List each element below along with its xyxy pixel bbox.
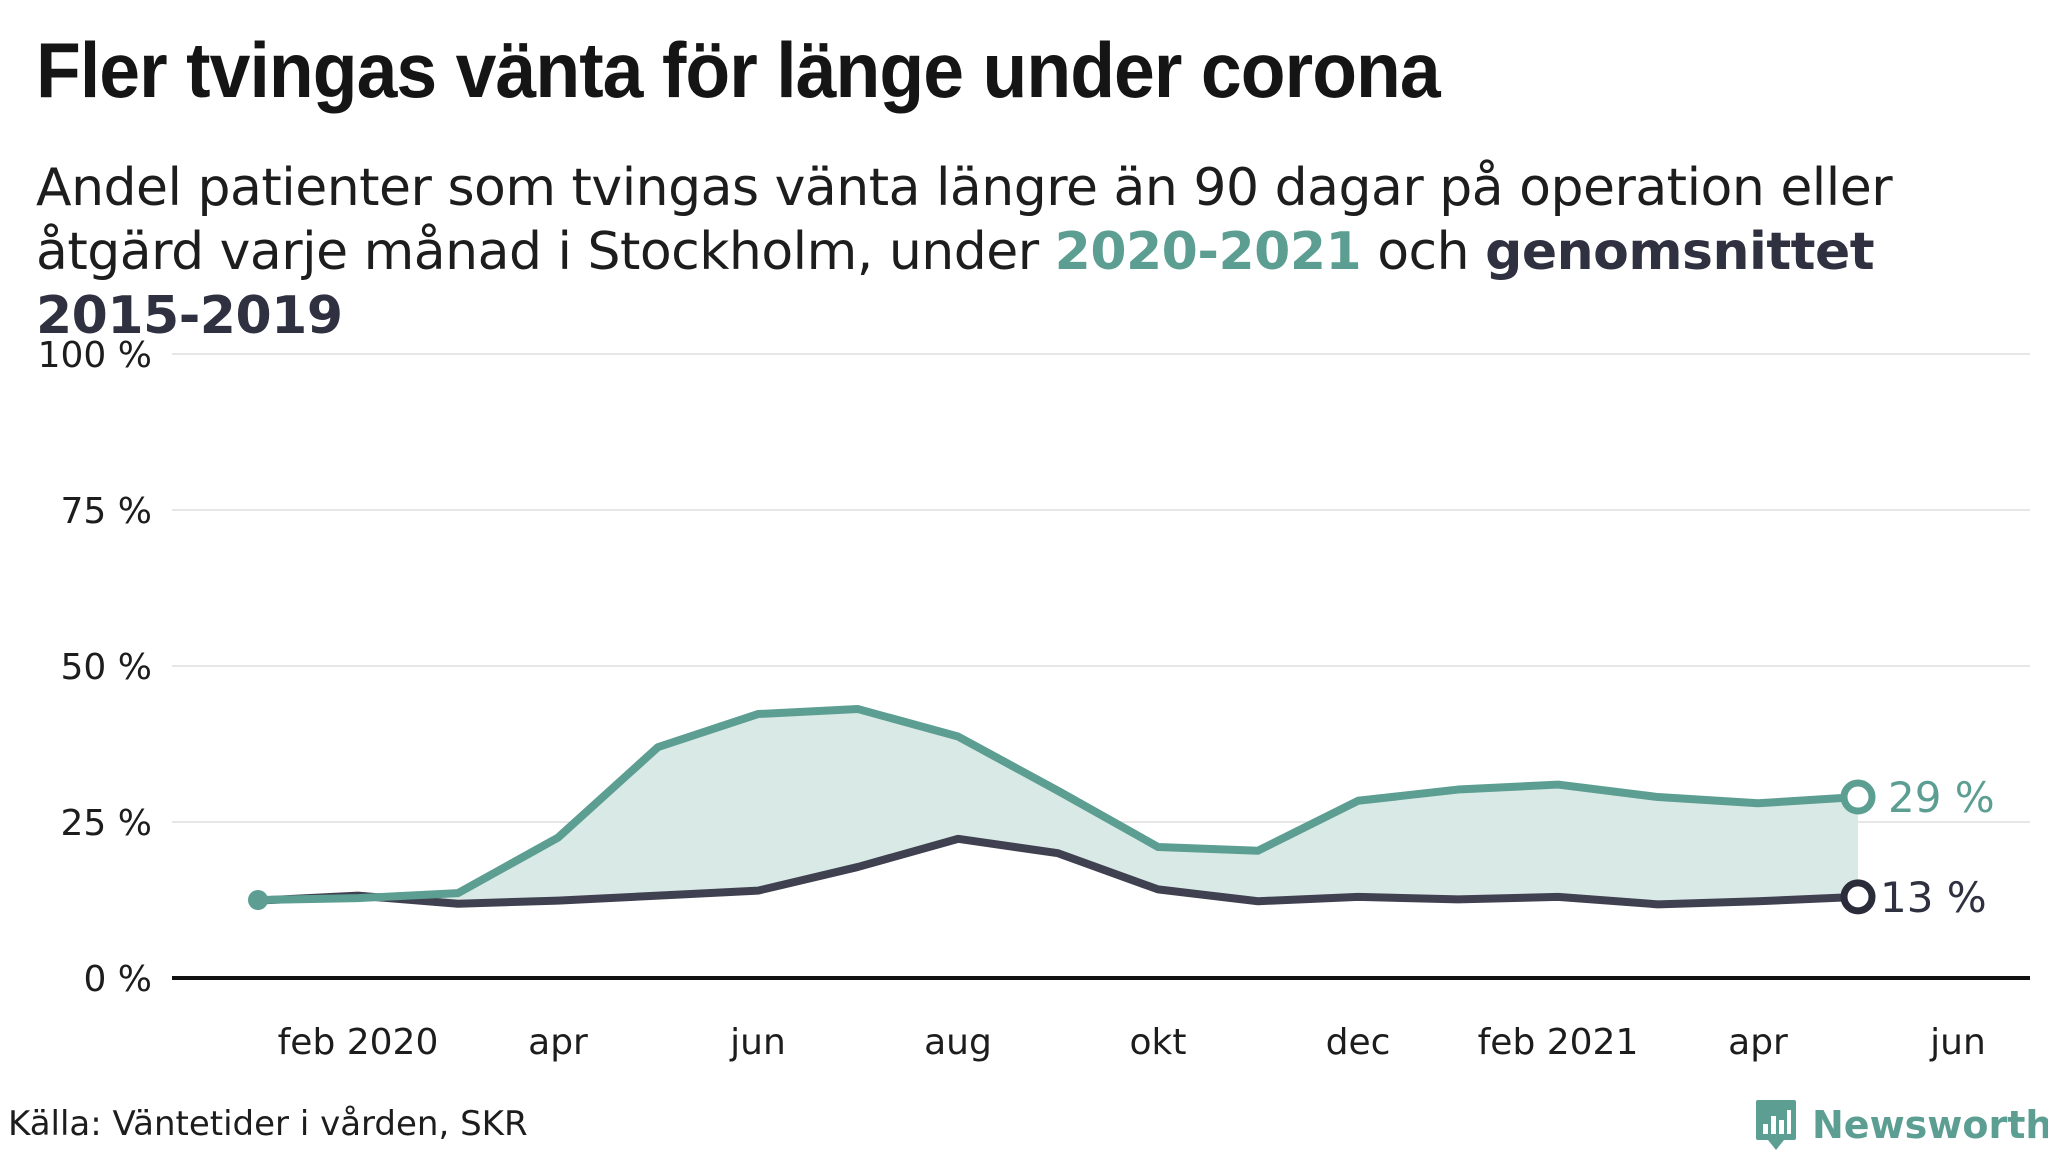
- end-marker-average: [1840, 879, 1876, 915]
- y-tick-label: 75 %: [61, 491, 152, 532]
- x-axis-labels: feb 2020 apr jun aug okt dec feb 2021 apr jun: [278, 1022, 1986, 1063]
- x-tick-label: feb 2020: [278, 1022, 439, 1063]
- shaded-area-between-series: [258, 709, 1858, 905]
- subtitle-highlight-average: genomsnittet 2015-2019: [36, 222, 1875, 346]
- end-label-2020-2021: 29 %: [1888, 773, 1995, 822]
- end-markers: 29 % 13 %: [248, 773, 1995, 922]
- source-note: Källa: Väntetider i vården, SKR: [8, 1104, 528, 1144]
- shaded-area: [258, 709, 1858, 905]
- y-tick-label: 100 %: [38, 335, 152, 376]
- brand-logo: Newsworthy: [1754, 1098, 2048, 1152]
- y-tick-label: 50 %: [61, 647, 152, 688]
- x-tick-label: jun: [729, 1022, 786, 1063]
- end-marker-2020-2021: [1840, 779, 1876, 815]
- subtitle-text-2: och: [1361, 222, 1486, 282]
- x-tick-label: okt: [1130, 1022, 1187, 1063]
- subtitle-text-1: Andel patienter som tvingas vänta längre…: [36, 158, 1893, 282]
- x-tick-label: aug: [924, 1022, 992, 1063]
- end-label-average: 13 %: [1880, 873, 1987, 922]
- x-tick-label: apr: [1728, 1022, 1788, 1063]
- chart-subtitle: Andel patienter som tvingas vänta längre…: [36, 156, 2036, 348]
- x-tick-label: feb 2021: [1478, 1022, 1639, 1063]
- chart-title: Fler tvingas vänta för länge under coron…: [36, 26, 1441, 114]
- x-tick-label: dec: [1326, 1022, 1391, 1063]
- series-line-average: [254, 834, 1862, 909]
- brand-name: Newsworthy: [1812, 1103, 2048, 1147]
- start-point-marker: [248, 890, 268, 910]
- grid-lines: [172, 353, 2030, 823]
- y-tick-label: 25 %: [61, 803, 152, 844]
- x-tick-label: jun: [1929, 1022, 1986, 1063]
- series-line-2020-2021: [254, 705, 1862, 904]
- series-lines: [254, 705, 1862, 909]
- x-tick-label: apr: [528, 1022, 588, 1063]
- y-axis-labels: 0 % 25 % 50 % 75 % 100 %: [38, 335, 152, 1000]
- line-chart: 0 % 25 % 50 % 75 % 100 % feb 2020 apr jun aug ok…: [38, 335, 2030, 1063]
- subtitle-highlight-2020-2021: 2020-2021: [1054, 222, 1362, 282]
- y-tick-label: 0 %: [83, 959, 152, 1000]
- newsworthy-logo-icon: [1756, 1100, 1796, 1150]
